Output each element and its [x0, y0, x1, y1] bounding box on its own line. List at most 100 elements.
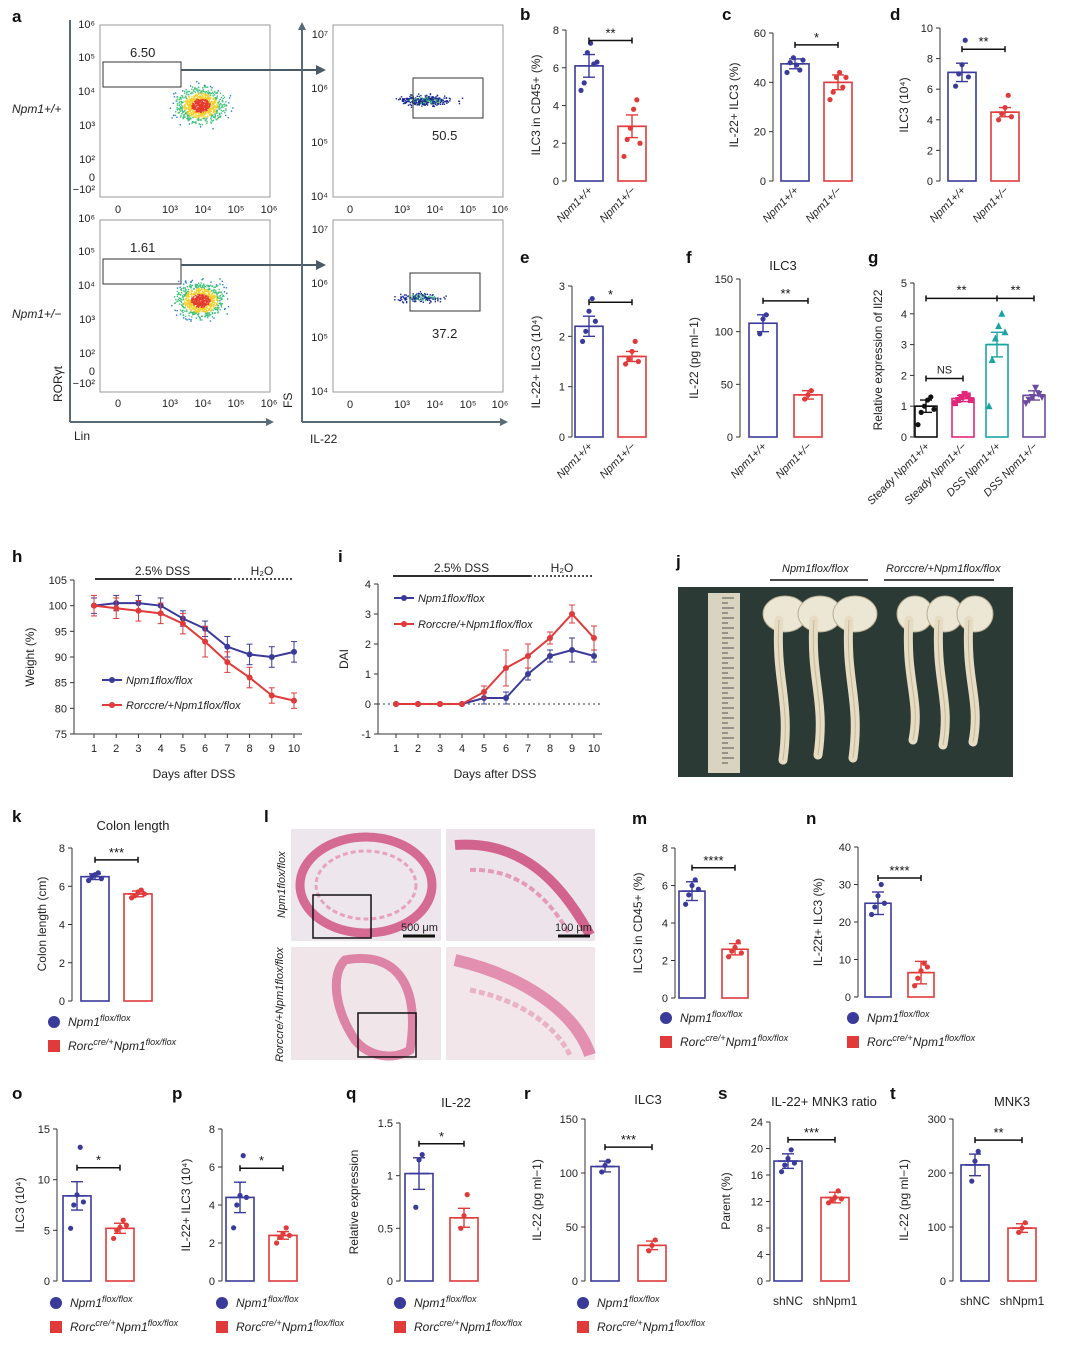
- flow-event: [207, 297, 209, 299]
- flow-event: [403, 294, 406, 296]
- category-label: Steady Npm1+/+: [865, 440, 932, 507]
- flow-event: [423, 101, 425, 104]
- flow-event: [216, 105, 219, 107]
- flow-event: [214, 305, 217, 307]
- data-point: [202, 638, 209, 645]
- flow-event: [417, 98, 419, 101]
- flow-event: [195, 102, 198, 104]
- flow-event: [218, 302, 221, 305]
- data-point: [231, 1225, 237, 1231]
- flow-event: [187, 116, 190, 119]
- data-point: [635, 358, 642, 365]
- flow-event: [205, 90, 208, 93]
- flow-event: [205, 302, 207, 304]
- data-point: [840, 84, 846, 90]
- flow-event: [220, 109, 222, 112]
- y-axis-label: Parent (%): [719, 1172, 733, 1229]
- flow-event: [183, 101, 186, 103]
- flow-event: [400, 296, 402, 298]
- y-tick-label: 4: [209, 1200, 215, 1212]
- flow-event: [416, 95, 419, 98]
- y-tick-label: 8: [209, 1124, 215, 1136]
- y-tick-label: 10⁴: [78, 86, 95, 98]
- flow-event: [225, 105, 228, 107]
- flow-event: [196, 284, 199, 286]
- data-point: [569, 647, 575, 653]
- flow-event: [402, 100, 405, 102]
- legend-label: Npm1flox/flox: [867, 1009, 930, 1025]
- flow-gate: [102, 61, 182, 88]
- data-point: [969, 1178, 975, 1184]
- legend-label: Npm1flox/flox: [597, 1294, 660, 1310]
- flow-event: [180, 294, 182, 296]
- flow-event: [202, 87, 204, 89]
- flow-event: [179, 313, 182, 315]
- flow-event: [189, 305, 191, 308]
- flow-event: [442, 101, 444, 104]
- flow-event: [440, 100, 443, 103]
- flow-event: [415, 101, 418, 103]
- y-tick-label: 60: [754, 28, 766, 40]
- flow-event: [184, 90, 186, 93]
- flow-event: [195, 113, 197, 115]
- flow-event: [191, 279, 194, 282]
- flow-event: [182, 314, 185, 316]
- bar: [590, 1165, 620, 1282]
- flow-event: [205, 310, 208, 313]
- flow-event: [179, 116, 182, 118]
- flow-event: [206, 309, 208, 312]
- flow-event: [412, 296, 414, 299]
- x-tick-label: 7: [525, 743, 531, 755]
- flow-event: [195, 297, 197, 300]
- legend-superscript: cre/+: [439, 1318, 459, 1328]
- x-tick-label: 10⁶: [261, 204, 278, 216]
- flow-event: [191, 109, 193, 111]
- flow-event: [172, 102, 174, 104]
- legend-superscript: flox/flox: [314, 1318, 345, 1328]
- flow-event: [185, 89, 188, 91]
- flow-event: [445, 100, 447, 102]
- legend-superscript: flox/flox: [758, 1033, 789, 1043]
- legend-text: Npm1: [680, 1011, 712, 1025]
- flow-event: [205, 290, 208, 292]
- y-tick-label: 4: [927, 115, 933, 127]
- x-tick-label: 6: [503, 743, 509, 755]
- flow-event: [203, 305, 206, 308]
- flow-event: [180, 304, 183, 306]
- flow-event: [222, 283, 224, 286]
- y-axis-label: IL-22+ ILC3 (10⁴): [529, 316, 543, 409]
- x-tick-label: 0: [115, 204, 121, 216]
- flow-event: [210, 115, 213, 118]
- data-point: [794, 62, 800, 68]
- y-tick-label: 5: [44, 1225, 50, 1237]
- flow-event: [199, 124, 202, 126]
- flow-event: [184, 301, 186, 303]
- x-tick-label: 10⁶: [261, 398, 278, 410]
- flow-event: [427, 295, 430, 298]
- data-point: [915, 975, 921, 981]
- y-tick-label: 0: [757, 1276, 763, 1288]
- flow-event: [199, 114, 201, 117]
- gate-value: 37.2: [432, 326, 457, 341]
- flow-event: [207, 291, 209, 294]
- flow-event: [201, 92, 203, 94]
- category-label: shNC: [960, 1294, 990, 1308]
- flow-event: [189, 118, 191, 120]
- flow-event: [190, 292, 192, 295]
- flow-event: [207, 115, 209, 117]
- flow-event: [437, 297, 439, 299]
- flow-event: [183, 92, 186, 94]
- legend-superscript: flox/flox: [675, 1318, 706, 1328]
- flow-event: [195, 284, 197, 286]
- flow-event: [197, 293, 199, 296]
- flow-event: [204, 93, 206, 95]
- flow-event: [186, 296, 188, 298]
- flow-event: [227, 117, 229, 119]
- flow-event: [407, 100, 409, 103]
- legend-text: Npm1: [114, 1039, 146, 1053]
- flow-gate: [102, 258, 182, 285]
- flow-event: [186, 310, 188, 312]
- flow-event: [186, 112, 189, 114]
